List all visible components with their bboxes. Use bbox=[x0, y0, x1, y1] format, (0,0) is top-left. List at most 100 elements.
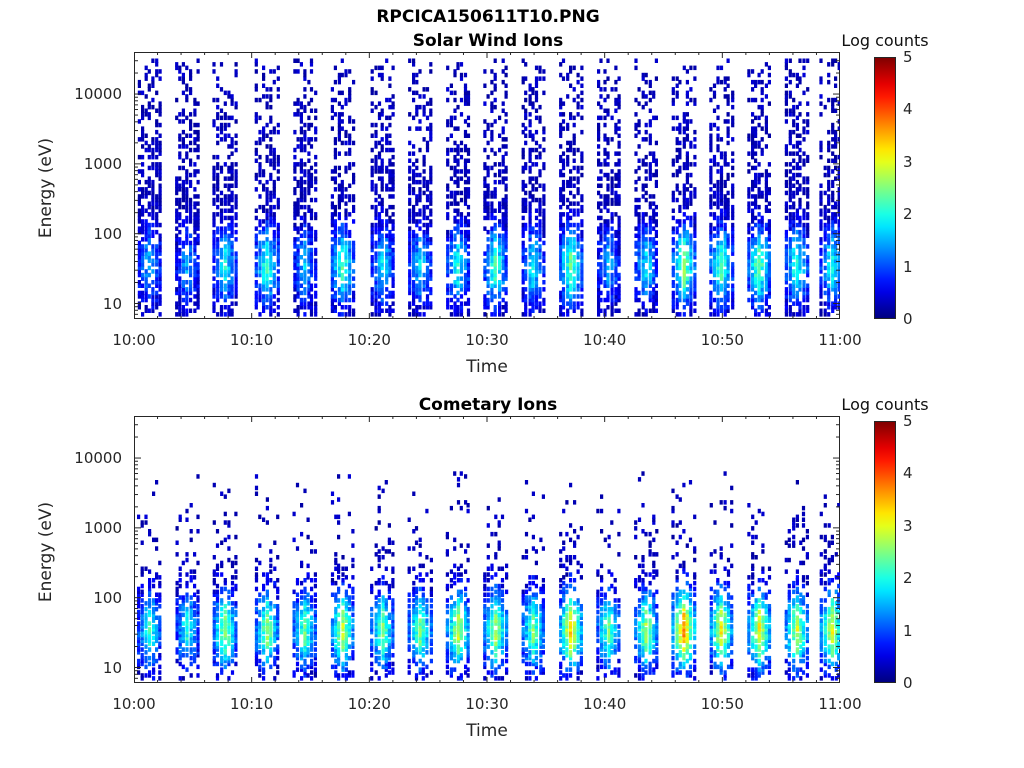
heatmap-cell bbox=[254, 237, 258, 242]
heatmap-cell bbox=[141, 104, 145, 110]
heatmap-cell bbox=[158, 283, 162, 288]
heatmap-cell bbox=[158, 162, 162, 167]
heatmap-cell bbox=[265, 287, 269, 292]
heatmap-cell bbox=[293, 69, 297, 74]
heatmap-cell bbox=[223, 272, 227, 278]
heatmap-cell bbox=[193, 283, 197, 288]
heatmap-cell bbox=[276, 158, 280, 163]
heatmap-cell bbox=[223, 229, 227, 235]
heatmap-cell bbox=[223, 133, 227, 138]
heatmap-cell bbox=[299, 226, 303, 231]
heatmap-cell bbox=[155, 276, 159, 281]
heatmap-cell bbox=[258, 229, 262, 235]
heatmap-cell bbox=[216, 212, 220, 217]
heatmap-cell bbox=[276, 226, 280, 231]
heatmap-cell bbox=[151, 262, 155, 267]
heatmap-cell bbox=[175, 290, 179, 296]
heatmap-cell bbox=[223, 283, 227, 288]
heatmap-cell bbox=[262, 262, 266, 267]
heatmap-cell bbox=[181, 244, 185, 249]
heatmap-cell bbox=[189, 183, 193, 188]
heatmap-cell bbox=[196, 194, 200, 199]
heatmap-cell bbox=[185, 255, 189, 260]
heatmap-cell bbox=[181, 197, 185, 203]
heatmap-cell bbox=[230, 169, 234, 174]
heatmap-cell bbox=[212, 183, 216, 188]
heatmap-cell bbox=[144, 244, 148, 249]
heatmap-cell bbox=[175, 201, 179, 206]
heatmap-cell bbox=[141, 108, 145, 113]
heatmap-cell bbox=[272, 247, 276, 253]
heatmap-cell bbox=[144, 190, 148, 196]
heatmap-cell bbox=[196, 222, 200, 228]
heatmap-cell bbox=[151, 104, 155, 110]
heatmap-cell bbox=[155, 165, 159, 171]
heatmap-cell bbox=[293, 147, 297, 153]
heatmap-cell bbox=[299, 255, 303, 260]
heatmap-cell bbox=[276, 240, 280, 246]
heatmap-cell bbox=[158, 101, 162, 106]
heatmap-cell bbox=[299, 233, 303, 238]
heatmap-cell bbox=[265, 244, 269, 249]
heatmap-cell bbox=[137, 187, 141, 192]
heatmap-cell bbox=[219, 108, 224, 113]
heatmap-cell bbox=[293, 297, 297, 303]
heatmap-cell bbox=[223, 312, 227, 317]
heatmap-cell bbox=[178, 262, 182, 267]
heatmap-cell bbox=[234, 104, 238, 110]
heatmap-cell bbox=[189, 251, 193, 256]
heatmap-cell bbox=[185, 308, 189, 313]
heatmap-cell bbox=[155, 283, 159, 288]
heatmap-cell bbox=[227, 269, 231, 274]
heatmap-cell bbox=[185, 265, 189, 271]
heatmap-cell bbox=[151, 137, 155, 142]
heatmap-cell bbox=[178, 258, 182, 263]
heatmap-cell bbox=[293, 129, 297, 135]
heatmap-cell bbox=[178, 151, 182, 156]
heatmap-cell bbox=[193, 287, 197, 292]
heatmap-cell bbox=[193, 147, 197, 153]
heatmap-cell bbox=[276, 76, 280, 81]
heatmap-cell bbox=[276, 287, 280, 292]
heatmap-cell bbox=[299, 290, 303, 296]
heatmap-cell bbox=[216, 272, 220, 278]
heatmap-cell bbox=[178, 165, 182, 171]
heatmap-cell bbox=[223, 237, 227, 242]
heatmap-cell bbox=[147, 190, 151, 196]
heatmap-cell bbox=[293, 265, 297, 271]
heatmap-cell bbox=[272, 237, 276, 242]
heatmap-cell bbox=[269, 144, 273, 149]
heatmap-cell bbox=[155, 69, 159, 74]
heatmap-cell bbox=[265, 94, 269, 99]
heatmap-cell bbox=[178, 297, 182, 303]
heatmap-cell bbox=[269, 297, 273, 303]
heatmap-cell bbox=[265, 297, 269, 303]
heatmap-cell bbox=[158, 183, 162, 188]
heatmap-cell bbox=[227, 258, 231, 263]
heatmap-cell bbox=[144, 179, 148, 185]
heatmap-cell bbox=[175, 240, 179, 246]
heatmap-cell bbox=[230, 229, 234, 235]
heatmap-cell bbox=[137, 262, 141, 267]
heatmap-cell bbox=[185, 237, 189, 242]
heatmap-cell bbox=[189, 119, 193, 124]
heatmap-cell bbox=[141, 154, 145, 160]
heatmap-cell bbox=[262, 276, 266, 281]
heatmap-cell bbox=[258, 154, 262, 160]
heatmap-cell bbox=[181, 265, 185, 271]
heatmap-cell bbox=[293, 58, 297, 63]
heatmap-cell bbox=[216, 140, 220, 146]
heatmap-cell bbox=[181, 283, 185, 288]
heatmap-cell bbox=[175, 176, 179, 181]
heatmap-cell bbox=[147, 240, 151, 246]
heatmap-cell bbox=[147, 222, 151, 228]
heatmap-cell bbox=[137, 269, 141, 274]
heatmap-cell bbox=[219, 115, 224, 121]
heatmap-cell bbox=[155, 108, 159, 113]
heatmap-cell bbox=[181, 312, 185, 317]
heatmap-cell bbox=[272, 272, 276, 278]
heatmap-cell bbox=[196, 69, 200, 74]
heatmap-cell bbox=[147, 265, 151, 271]
heatmap-cell bbox=[151, 162, 155, 167]
heatmap-cell bbox=[181, 222, 185, 228]
